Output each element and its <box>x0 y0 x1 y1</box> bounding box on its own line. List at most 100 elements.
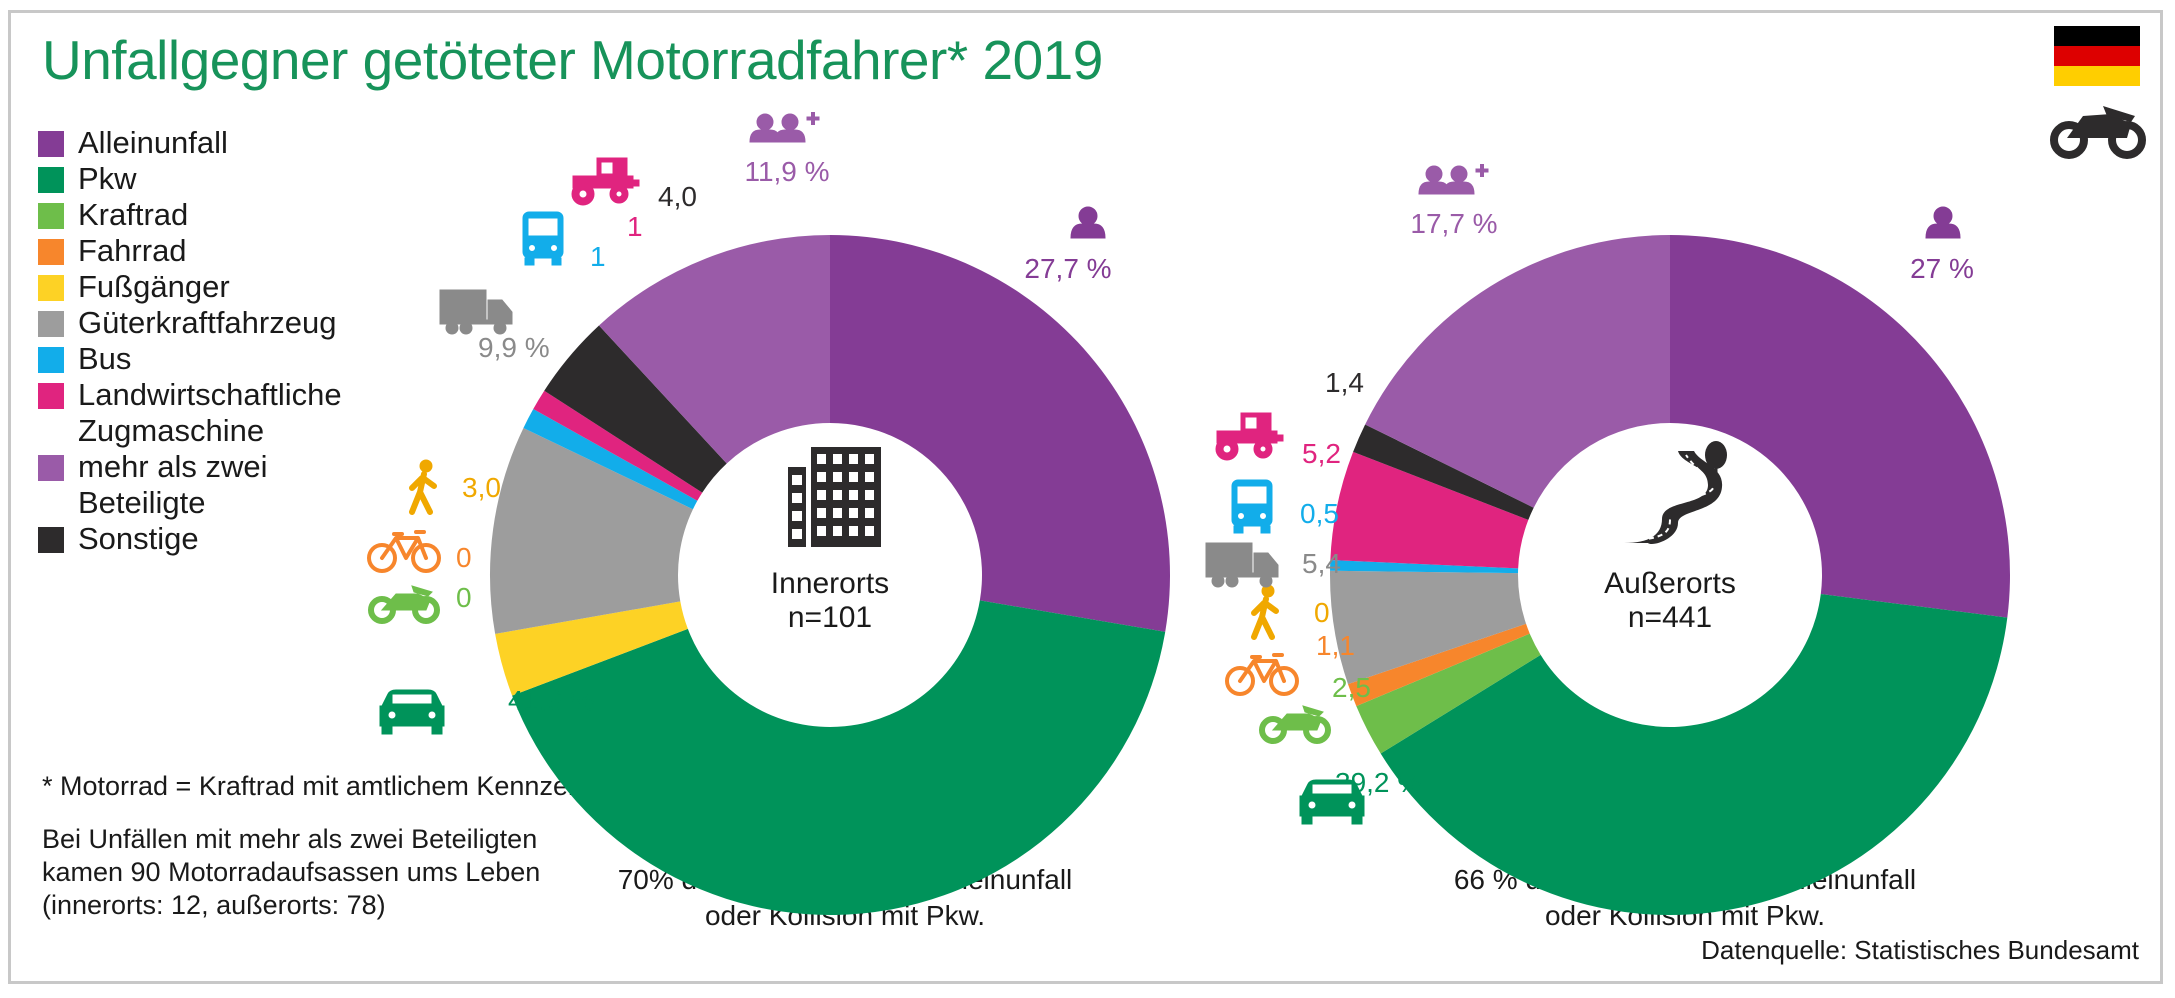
slice-bus <box>1330 560 1519 574</box>
source-note: Datenquelle: Statistisches Bundesamt <box>1701 935 2139 965</box>
legend-swatch <box>38 527 64 553</box>
legend-item: Pkw <box>38 161 137 197</box>
footnote: * Motorrad = Kraftrad mit amtlichem Kenn… <box>42 771 633 801</box>
slice-alleinunfall <box>1670 235 2010 618</box>
legend-swatch <box>38 167 64 193</box>
slice-fußgänger <box>495 601 688 696</box>
motorcycle-icon <box>371 586 437 621</box>
slice-sonstige <box>1353 424 1534 520</box>
legend-swatch <box>38 275 64 301</box>
data-label: 27 % <box>1910 253 1974 284</box>
slice-kraftrad <box>1356 633 1541 754</box>
legend-swatch <box>38 203 64 229</box>
legend-swatch <box>38 239 64 265</box>
tractor-icon <box>571 157 640 206</box>
motorcycle-icon <box>2050 106 2146 159</box>
pedestrian-icon <box>412 460 434 512</box>
center-title: Außerorts <box>1604 567 1736 600</box>
data-label: 1,1 <box>1316 630 1355 661</box>
group-icon <box>1418 164 1489 195</box>
data-label: 1 <box>590 241 606 272</box>
data-label: 5,4 <box>1302 548 1341 579</box>
legend-item: Alleinunfall <box>38 125 228 161</box>
donut-innerorts <box>490 235 1170 916</box>
slice-bus <box>523 409 698 510</box>
bicycle-icon <box>1225 653 1299 696</box>
legend-label: Sonstige <box>78 521 199 556</box>
center-n: n=101 <box>788 601 872 634</box>
data-label: 11,9 % <box>744 156 829 187</box>
truck-icon <box>1205 542 1279 588</box>
data-label: 5,2 <box>1302 438 1341 469</box>
chart-frame <box>8 10 2163 984</box>
motorcycle-icon <box>1262 706 1328 741</box>
legend-item: Landwirtschaftliche Zugmaschine <box>38 377 342 449</box>
slice-landwirtschaftliche-zugmaschine <box>533 390 703 501</box>
legend-label: Landwirtschaftliche Zugmaschine <box>78 377 342 448</box>
car-icon <box>379 689 445 735</box>
legend-item: Kraftrad <box>38 197 188 233</box>
data-label: 27,7 % <box>1024 253 1111 284</box>
data-label: 2,5 <box>1332 672 1371 703</box>
slice-sonstige <box>544 325 727 493</box>
slice-pkw <box>1380 594 2008 916</box>
data-label: 0 <box>456 582 472 613</box>
legend-swatch <box>38 455 64 481</box>
legend-item: Sonstige <box>38 521 199 557</box>
data-label: 9,9 % <box>478 332 550 363</box>
chart-title: Unfallgegner getöteter Motorradfahrer* 2… <box>42 29 1103 91</box>
slice-güterkraftfahrzeug <box>1330 570 1527 685</box>
legend-label: Bus <box>78 341 132 376</box>
legend-swatch <box>38 311 64 337</box>
data-label: 41,6 % <box>508 685 595 716</box>
data-label: 4,0 <box>658 181 697 212</box>
data-label: 17,7 % <box>1410 208 1497 239</box>
legend-label: Güterkraftfahrzeug <box>78 305 337 340</box>
legend-item: Fahrrad <box>38 233 187 269</box>
legend-item: mehr als zwei Beteiligte <box>38 449 268 521</box>
bus-icon <box>1231 479 1273 534</box>
group-icon <box>749 112 820 143</box>
note: Bei Unfällen mit mehr als zwei Beteiligt… <box>42 824 541 920</box>
legend-label: Fahrrad <box>78 233 187 268</box>
data-label: 1,4 <box>1325 367 1364 398</box>
slice-alleinunfall <box>830 235 1170 632</box>
pedestrian-icon <box>1254 585 1276 637</box>
germany-flag-icon <box>2054 26 2140 86</box>
data-label: 0 <box>456 542 472 573</box>
data-label: 1 <box>627 211 643 242</box>
car-icon <box>1299 779 1365 825</box>
slice-landwirtschaftliche-zugmaschine <box>1330 451 1529 569</box>
data-label: 3,0 <box>462 472 501 503</box>
legend-item: Bus <box>38 341 131 377</box>
slice-mehr-als-zwei-beteiligte <box>599 235 830 464</box>
slice-pkw <box>512 600 1166 916</box>
bicycle-icon <box>367 530 441 573</box>
legend-item: Güterkraftfahrzeug <box>38 305 336 341</box>
legend-swatch <box>38 383 64 409</box>
building-icon <box>788 447 881 547</box>
person-icon <box>1070 206 1106 239</box>
slice-güterkraftfahrzeug <box>490 427 693 634</box>
center-title: Innerorts <box>771 567 889 600</box>
legend-label: mehr als zwei Beteiligte <box>78 449 268 520</box>
legend-label: Alleinunfall <box>78 125 228 160</box>
tractor-icon <box>1215 412 1284 461</box>
person-icon <box>1925 206 1961 239</box>
data-label: 0 <box>1314 597 1330 628</box>
legend-swatch <box>38 131 64 157</box>
legend-label: Kraftrad <box>78 197 189 232</box>
slice-fahrrad <box>1347 623 1530 707</box>
legend-item: Fußgänger <box>38 269 230 305</box>
donut-außerorts <box>1330 235 2010 916</box>
legend-swatch <box>38 347 64 373</box>
legend-label: Pkw <box>78 161 137 196</box>
truck-icon <box>439 289 513 335</box>
slice-mehr-als-zwei-beteiligte <box>1365 235 1670 508</box>
legend-label: Fußgänger <box>78 269 230 304</box>
data-label: 0,5 <box>1300 498 1339 529</box>
bus-icon <box>522 211 564 266</box>
road-icon <box>1624 441 1727 545</box>
center-n: n=441 <box>1628 601 1712 634</box>
